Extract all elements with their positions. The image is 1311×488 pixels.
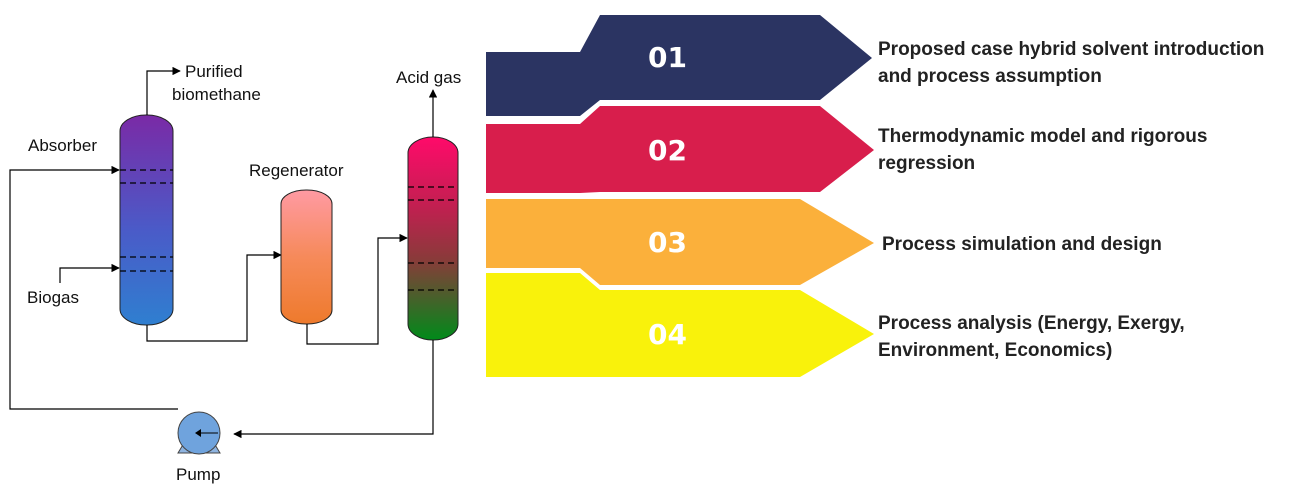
step-text-1-line2: and process assumption — [878, 66, 1102, 87]
step-number-2: 02 — [648, 134, 687, 167]
step-arrow-4 — [486, 273, 874, 377]
purified-outlet-line — [146, 66, 181, 115]
regenerator-to-stripper-line — [306, 233, 408, 345]
acid-gas-label: Acid gas — [396, 68, 461, 87]
step-number-4: 04 — [648, 318, 687, 351]
step-banner-4: 04 Process analysis (Energy, Exergy, Env… — [486, 273, 1185, 377]
absorber-column — [119, 114, 174, 326]
absorber-trays — [120, 169, 173, 272]
purified-label-line1: Purified — [185, 62, 243, 81]
rich-solvent-line — [146, 250, 282, 342]
step-banner-1: 01 Proposed case hybrid solvent introduc… — [486, 15, 1264, 116]
step-text-3-line1: Process simulation and design — [882, 234, 1162, 255]
step-banner-3: 03 Process simulation and design — [486, 199, 1162, 285]
step-arrow-2 — [486, 106, 874, 193]
regenerator-label: Regenerator — [249, 161, 344, 180]
step-text-4-line2: Environment, Economics) — [878, 340, 1112, 361]
lean-solvent-recycle-line — [9, 165, 178, 410]
absorber-label: Absorber — [28, 136, 97, 155]
stripper-column — [407, 136, 459, 341]
step-text-2-line1: Thermodynamic model and rigorous — [878, 126, 1207, 147]
step-arrow-1 — [486, 15, 872, 116]
step-text-2-line2: regression — [878, 153, 975, 174]
purified-label-line2: biomethane — [172, 85, 261, 104]
stripper-trays — [408, 186, 458, 291]
step-text-1-line1: Proposed case hybrid solvent introductio… — [878, 39, 1264, 60]
step-text-4-line1: Process analysis (Energy, Exergy, — [878, 313, 1185, 334]
pump-icon — [177, 411, 221, 455]
biogas-inlet-line — [59, 263, 120, 283]
biogas-label: Biogas — [27, 288, 79, 307]
step-number-1: 01 — [648, 41, 687, 74]
step-banner-2: 02 Thermodynamic model and rigorous regr… — [486, 106, 1207, 193]
pump-label: Pump — [176, 465, 220, 484]
step-arrow-3 — [486, 199, 874, 285]
stripper-to-pump-line — [233, 340, 434, 439]
step-number-3: 03 — [648, 226, 687, 259]
regenerator-vessel — [280, 189, 333, 325]
